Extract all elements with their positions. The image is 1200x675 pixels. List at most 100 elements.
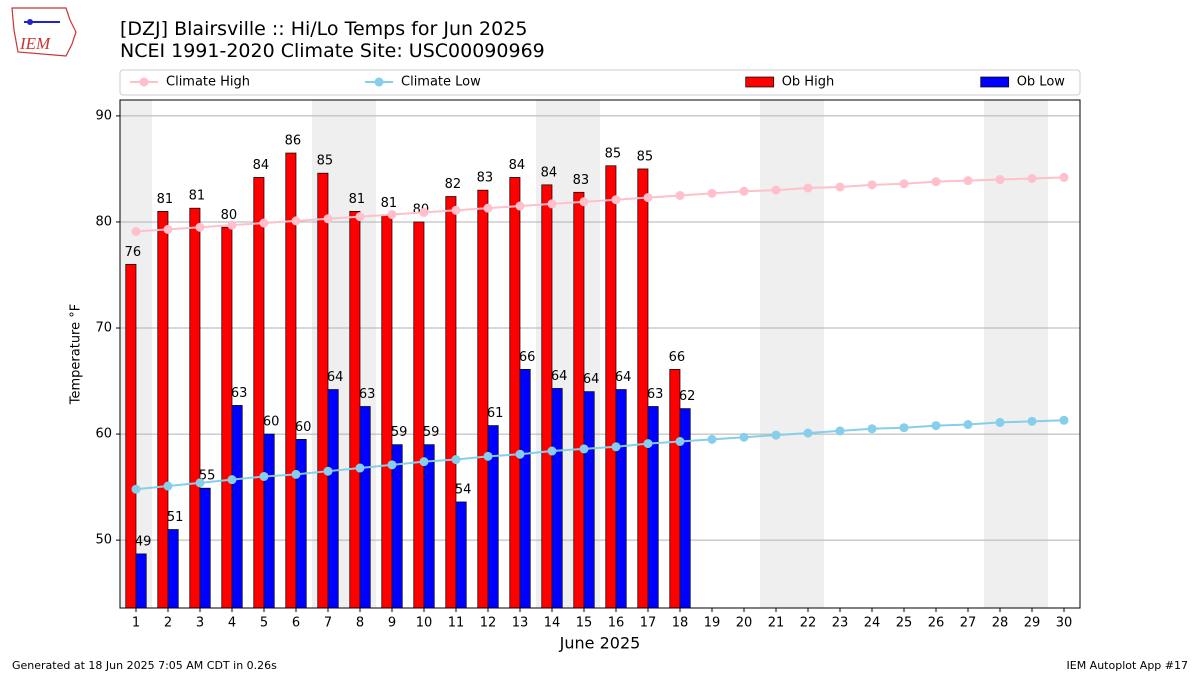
line-point bbox=[963, 176, 973, 186]
x-tick-label: 22 bbox=[800, 616, 817, 631]
value-label: 84 bbox=[509, 158, 526, 173]
bar bbox=[381, 215, 393, 609]
line-point bbox=[867, 424, 877, 434]
chart-subtitle: NCEI 1991-2020 Climate Site: USC00090969 bbox=[120, 40, 545, 62]
line-point bbox=[547, 199, 557, 209]
x-tick-label: 19 bbox=[704, 616, 721, 631]
line-point bbox=[707, 434, 717, 444]
bar bbox=[125, 264, 137, 609]
x-tick-label: 23 bbox=[832, 616, 849, 631]
line-point bbox=[739, 432, 749, 442]
x-tick-label: 5 bbox=[260, 616, 268, 631]
value-label: 60 bbox=[263, 415, 280, 430]
line-point bbox=[259, 471, 269, 481]
line-point bbox=[451, 205, 461, 215]
line-point bbox=[611, 195, 621, 205]
legend-item: Climate High bbox=[130, 75, 250, 90]
legend-label: Climate Low bbox=[401, 75, 481, 90]
x-tick-label: 2 bbox=[164, 616, 172, 631]
line-point bbox=[899, 423, 909, 433]
line-point bbox=[1027, 173, 1037, 183]
line bbox=[135, 419, 1065, 491]
line bbox=[135, 176, 1065, 233]
chart-title: [DZJ] Blairsville :: Hi/Lo Temps for Jun… bbox=[120, 18, 527, 40]
line-point bbox=[227, 475, 237, 485]
x-tick-label: 15 bbox=[576, 616, 593, 631]
line-point bbox=[931, 421, 941, 431]
x-tick-label: 9 bbox=[388, 616, 396, 631]
bar bbox=[615, 389, 627, 609]
line-point bbox=[1027, 416, 1037, 426]
x-tick-label: 25 bbox=[896, 616, 913, 631]
bar bbox=[669, 369, 681, 609]
bar bbox=[189, 207, 201, 609]
value-label: 63 bbox=[231, 386, 248, 401]
line-point bbox=[515, 201, 525, 211]
footer-left: Generated at 18 Jun 2025 7:05 AM CDT in … bbox=[12, 659, 277, 672]
bar bbox=[391, 444, 403, 609]
legend-box bbox=[119, 69, 1081, 96]
x-tick-label: 28 bbox=[992, 616, 1009, 631]
value-label: 81 bbox=[381, 196, 398, 211]
bar bbox=[477, 189, 489, 609]
logo-text: IEM bbox=[19, 34, 51, 53]
x-tick-label: 17 bbox=[640, 616, 657, 631]
line-point bbox=[739, 186, 749, 196]
line-point bbox=[899, 179, 909, 189]
value-label: 62 bbox=[679, 389, 696, 404]
bar bbox=[231, 405, 243, 609]
bar bbox=[605, 165, 617, 609]
line-point bbox=[771, 430, 781, 440]
value-label: 84 bbox=[541, 165, 558, 180]
value-label: 80 bbox=[221, 208, 238, 223]
bar bbox=[253, 177, 265, 609]
legend-label: Ob High bbox=[782, 75, 835, 90]
value-label: 81 bbox=[189, 189, 206, 204]
line-point bbox=[963, 420, 973, 430]
value-label: 83 bbox=[573, 173, 590, 188]
line-point bbox=[227, 220, 237, 230]
value-label: 64 bbox=[551, 369, 568, 384]
x-tick-label: 29 bbox=[1024, 616, 1041, 631]
line-point bbox=[675, 436, 685, 446]
line-point bbox=[323, 466, 333, 476]
y-tick-label: 50 bbox=[95, 533, 112, 548]
legend-swatch bbox=[374, 77, 384, 87]
y-axis-label: Temperature °F bbox=[69, 304, 84, 405]
line-point bbox=[195, 222, 205, 232]
bar bbox=[349, 211, 361, 609]
bar bbox=[157, 211, 169, 609]
line-point bbox=[835, 182, 845, 192]
bar bbox=[167, 529, 179, 609]
x-tick-label: 4 bbox=[228, 616, 236, 631]
bar bbox=[647, 406, 659, 609]
line-point bbox=[1059, 172, 1069, 182]
line-point bbox=[163, 481, 173, 491]
bar bbox=[509, 177, 521, 609]
line-point bbox=[419, 457, 429, 467]
value-label: 66 bbox=[519, 350, 536, 365]
bar bbox=[199, 487, 211, 609]
x-tick-label: 24 bbox=[864, 616, 881, 631]
legend-item: Ob Low bbox=[980, 75, 1065, 90]
bar bbox=[295, 439, 307, 609]
line-point bbox=[931, 177, 941, 187]
x-tick-label: 20 bbox=[736, 616, 753, 631]
y-tick-label: 60 bbox=[95, 427, 112, 442]
line-point bbox=[803, 428, 813, 438]
line-point bbox=[419, 207, 429, 217]
line-point bbox=[259, 218, 269, 228]
value-label: 64 bbox=[327, 370, 344, 385]
bar bbox=[423, 444, 435, 609]
line-point bbox=[483, 451, 493, 461]
line-point bbox=[291, 216, 301, 226]
line-point bbox=[131, 484, 141, 494]
line-point bbox=[643, 439, 653, 449]
value-label: 85 bbox=[605, 146, 622, 161]
value-label: 85 bbox=[317, 154, 334, 169]
bar bbox=[445, 196, 457, 609]
value-label: 61 bbox=[487, 406, 504, 421]
x-tick-label: 3 bbox=[196, 616, 204, 631]
line-point bbox=[163, 224, 173, 234]
